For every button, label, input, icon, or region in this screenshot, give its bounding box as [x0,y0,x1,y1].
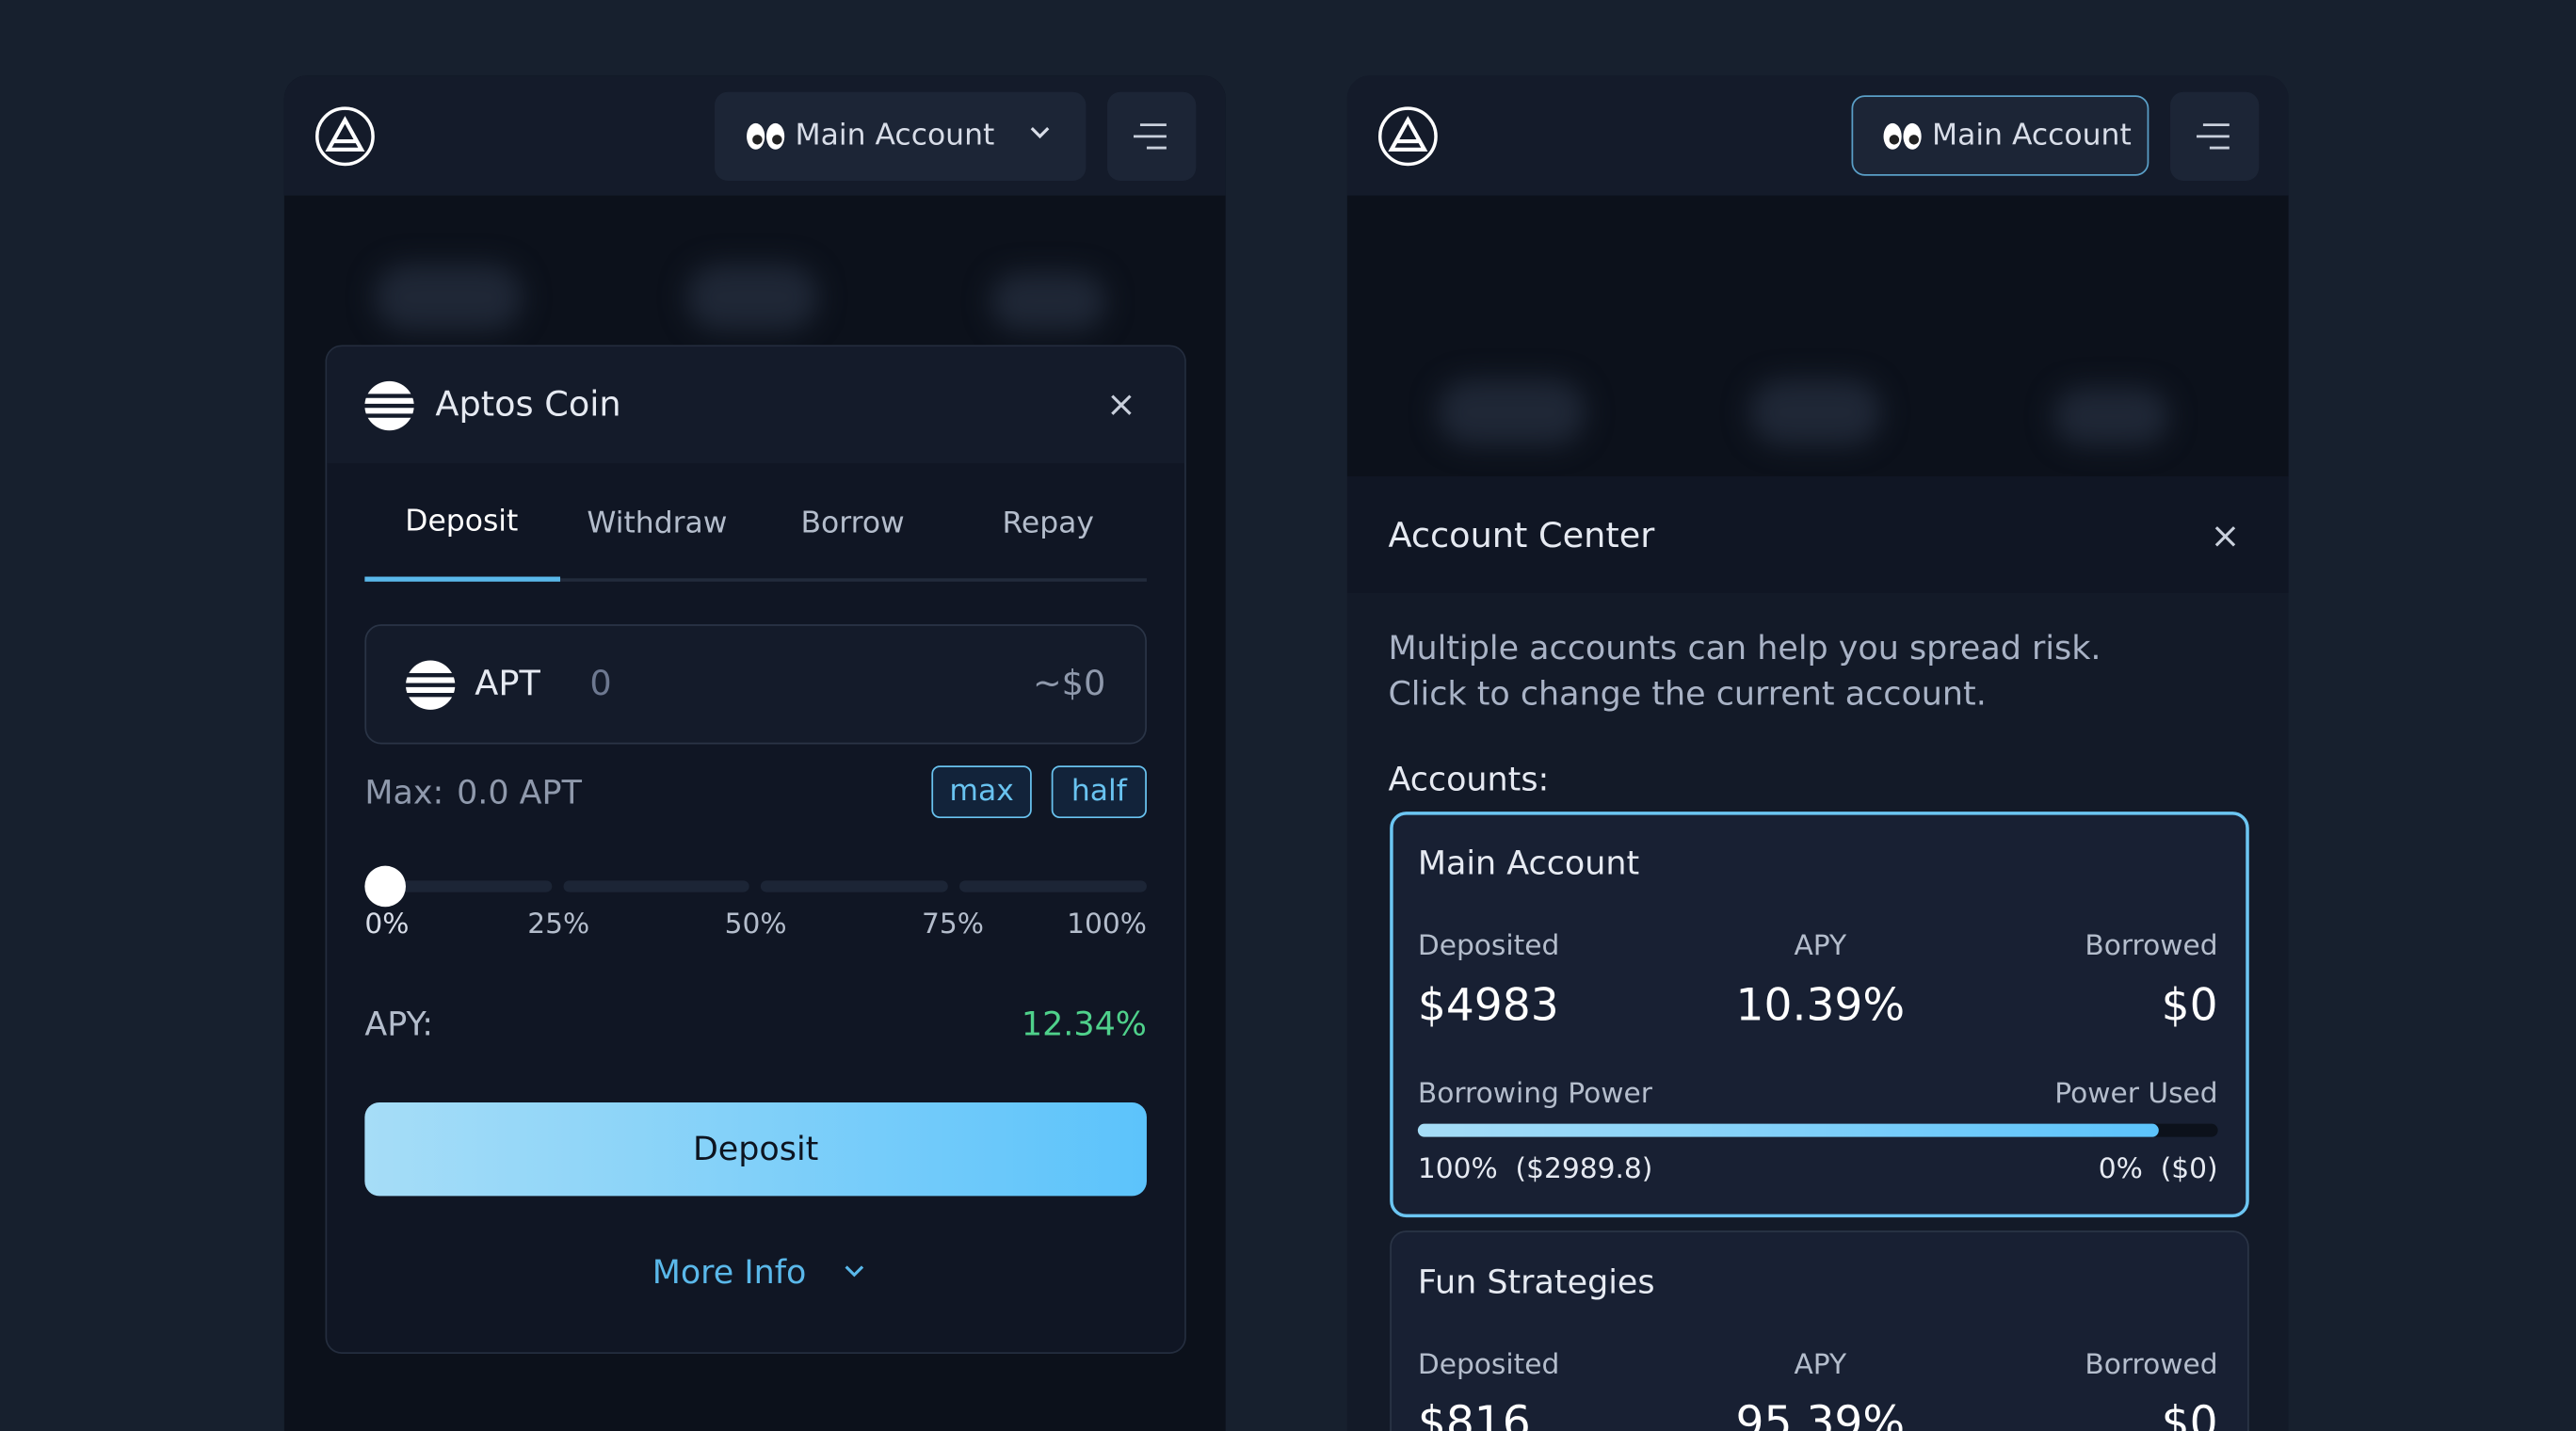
stat-value: $4983 [1417,980,1559,1032]
stat-label: Deposited [1417,929,1560,963]
tab-line [364,578,1147,582]
right-panel [1346,75,2289,1431]
tab[interactable]: Borrow [800,506,905,541]
aptos-icon [404,660,458,710]
slider-label: 100% [1067,908,1147,941]
stat-value: $816 [1417,1398,1531,1431]
max-button[interactable]: max [931,765,1032,819]
decor [1030,127,1050,139]
slider-label: 50% [724,908,787,941]
tab[interactable]: Deposit [405,504,519,539]
stat-value: $0 [2161,1398,2218,1431]
apy-label: APY: [364,1004,433,1044]
decor [2196,123,2230,150]
apy-value: 12.34% [1021,1004,1147,1044]
close-button[interactable] [1109,393,1134,417]
decor [374,264,523,330]
slider-track [367,880,553,892]
decor [315,106,375,167]
power-label: Borrowing Power [1417,1077,1652,1111]
stat-value: $0 [2161,980,2218,1032]
logo[interactable] [314,105,376,168]
slider-track [760,880,948,892]
menu-icon [1133,123,1167,150]
modal-header [327,346,1185,464]
tab[interactable]: Withdraw [587,506,728,541]
deposit-button[interactable]: Deposit [364,1101,1147,1197]
decor [990,272,1106,330]
slider-knob[interactable] [364,865,406,908]
half-button[interactable]: half [1051,765,1147,819]
slider-label: 0% [364,908,410,941]
decor [686,264,818,330]
description: Click to change the current account. [1388,673,1987,714]
eyes-icon [747,122,785,150]
chevron [845,1265,864,1278]
menu-icon [2196,123,2230,150]
amount: 0 [589,664,612,703]
account-card[interactable] [1390,812,2249,1218]
decor [404,673,458,698]
decor [2214,526,2236,547]
accounts-label: Accounts: [1388,759,1550,799]
stat-label: APY [1794,929,1847,963]
decor [1111,394,1132,415]
close-button[interactable] [2213,524,2237,549]
card-name: Main Account [1417,843,1640,883]
tab-active-line [364,576,561,582]
decor [1908,135,1920,145]
decor [1377,106,1438,167]
decor [1133,123,1167,150]
tab[interactable]: Repay [1002,506,1094,541]
max-label: Max: [364,772,444,812]
decor [325,116,365,152]
decor [1889,135,1900,145]
account-card[interactable] [1390,1230,2249,1431]
stat-value: 10.39% [1735,980,1906,1032]
drawer-title: Account Center [1388,515,1655,555]
decor [362,394,416,418]
description: Multiple accounts can help you spread ri… [1388,627,2101,667]
account-name: Main Account [795,118,995,153]
decor [2053,387,2169,445]
slider-track [563,880,749,892]
stat-label: APY [1794,1348,1847,1382]
asset: APT [475,664,540,703]
decor [1749,379,1881,445]
decor [752,135,763,145]
amount-input[interactable] [364,624,1147,745]
card-name: Fun Strategies [1417,1262,1655,1302]
more-info[interactable]: More Info [652,1251,807,1292]
stat-label: Borrowed [2085,929,2218,963]
power-value: 100% ($2989.8) [1417,1153,1653,1186]
decor [1388,116,1428,152]
stat-label: Borrowed [2085,1348,2218,1382]
slider-track [959,880,1147,892]
eyes-icon [1883,122,1922,150]
stat-label: Deposited [1417,1348,1560,1382]
stat-value: 95.39% [1735,1398,1906,1431]
slider-label: 75% [922,908,985,941]
account-name: Main Account [1932,118,2132,153]
power-value: 0% ($0) [2098,1153,2218,1186]
modal-title: Aptos Coin [435,384,621,425]
usd-value: ~$0 [1032,664,1106,703]
aptos-icon [362,380,416,431]
decor [772,135,782,145]
chevron [1030,127,1050,139]
drawer-header [1346,476,2289,593]
max-value: 0.0 APT [457,772,582,812]
slider-label: 25% [527,908,590,941]
power-label: Power Used [2054,1077,2218,1111]
modal [325,345,1186,1354]
decor [845,1265,864,1278]
logo[interactable] [1377,105,1439,168]
power-bar-fill [1417,1123,2159,1137]
decor [1437,379,1586,445]
